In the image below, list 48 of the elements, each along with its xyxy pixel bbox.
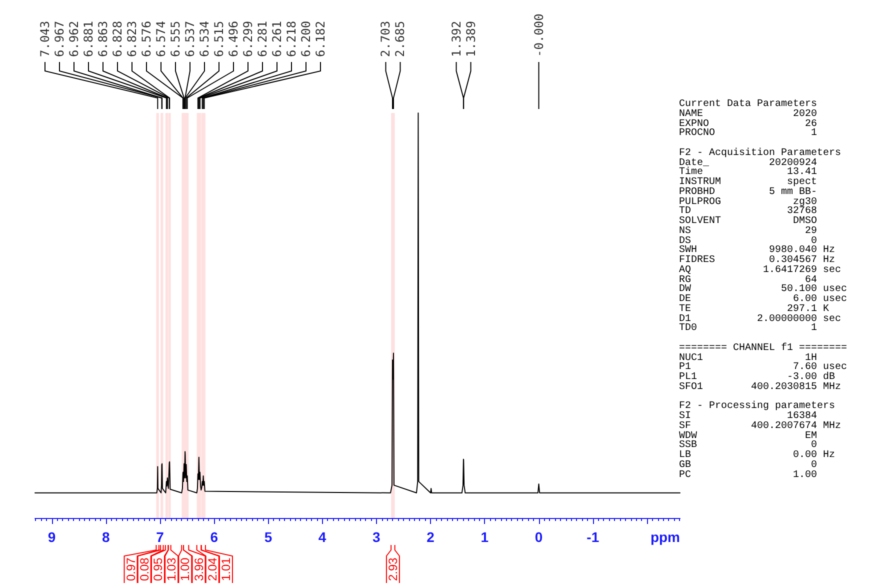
x-axis-title: ppm	[650, 529, 680, 545]
annotation: 7.043	[38, 20, 52, 57]
annotation: 6.537	[182, 20, 197, 57]
x-tick-label: 4	[318, 529, 326, 545]
x-tick-label: 0	[534, 529, 543, 545]
band-label: 2.93	[386, 557, 400, 581]
annotation: 6.515	[212, 20, 226, 57]
annotation: 6.261	[270, 20, 284, 57]
annotation: 2.685	[393, 20, 408, 57]
annotation: 6.574	[154, 20, 168, 57]
annotation: 1.389	[464, 20, 478, 57]
annotation: 6.496	[226, 20, 240, 57]
annotation: -0.000	[532, 14, 546, 57]
x-tick-label: 2	[426, 529, 435, 545]
x-tick-label: 8	[102, 529, 110, 545]
x-tick-label: 6	[210, 529, 218, 545]
annotation: 6.828	[110, 20, 124, 57]
x-tick-label: -1	[586, 529, 600, 545]
annotation: 6.881	[81, 20, 96, 57]
annotation: 6.555	[168, 20, 182, 57]
annotation: 6.823	[124, 20, 139, 57]
annotation: 6.962	[66, 20, 81, 57]
x-tick-label: 3	[372, 529, 381, 545]
x-tick-label: 9	[48, 529, 56, 545]
annotation: 6.967	[52, 20, 66, 57]
band-label: 1.01	[218, 557, 233, 581]
annotation: 6.281	[255, 20, 270, 57]
text: F2 - Acquisition Parameters Date_ 20200924 Time 13.41 INSTRUM spect PROBHD 5 mm BB- PULPROG zg30 TD 32768 SOLVENT DMSO NS 29 DS 0 SWH 9980.040 Hz FIDRES 0.304567 Hz AQ 1.6417269 sec RG 64 DW 50.100 usec DE 6.00 usec TE 297.1 K D1 2.00000000 sec TD0 1	[679, 148, 848, 334]
annotation: 6.218	[284, 20, 298, 57]
band-label: 0.95	[150, 557, 165, 581]
band-label: 0.08	[137, 557, 152, 581]
annotation: 6.299	[240, 20, 255, 57]
annotation: 2.703	[378, 20, 393, 57]
annotation: 6.182	[313, 20, 328, 57]
band-label: 0.97	[124, 557, 138, 581]
annotation: 6.534	[197, 20, 212, 57]
annotation: 1.392	[449, 20, 464, 57]
x-tick-label: 5	[264, 529, 272, 545]
annotation: F2 - Processing parameters SI 16384 SF 400.2007674 MHz WDW EM SSB 0 LB 0.00 Hz GB 0 PC 1.00	[679, 401, 842, 480]
annotation: 6.200	[298, 20, 313, 57]
x-tick-label: 7	[156, 529, 164, 545]
band-label: 1.03	[164, 557, 179, 581]
annotation: Current Data Parameters NAME 2020 EXPNO 26 PROCNO 1	[679, 99, 818, 140]
annotation: ======== CHANNEL f1 ======== NUC1 1H P1 7.60 usec PL1 -3.00 dB SFO1 400.2030815 MHz	[679, 342, 848, 393]
band-label: 1.00	[178, 557, 192, 581]
annotation: 6.576	[139, 20, 154, 57]
x-tick-label: 1	[480, 529, 489, 545]
annotation: 6.863	[96, 20, 110, 57]
